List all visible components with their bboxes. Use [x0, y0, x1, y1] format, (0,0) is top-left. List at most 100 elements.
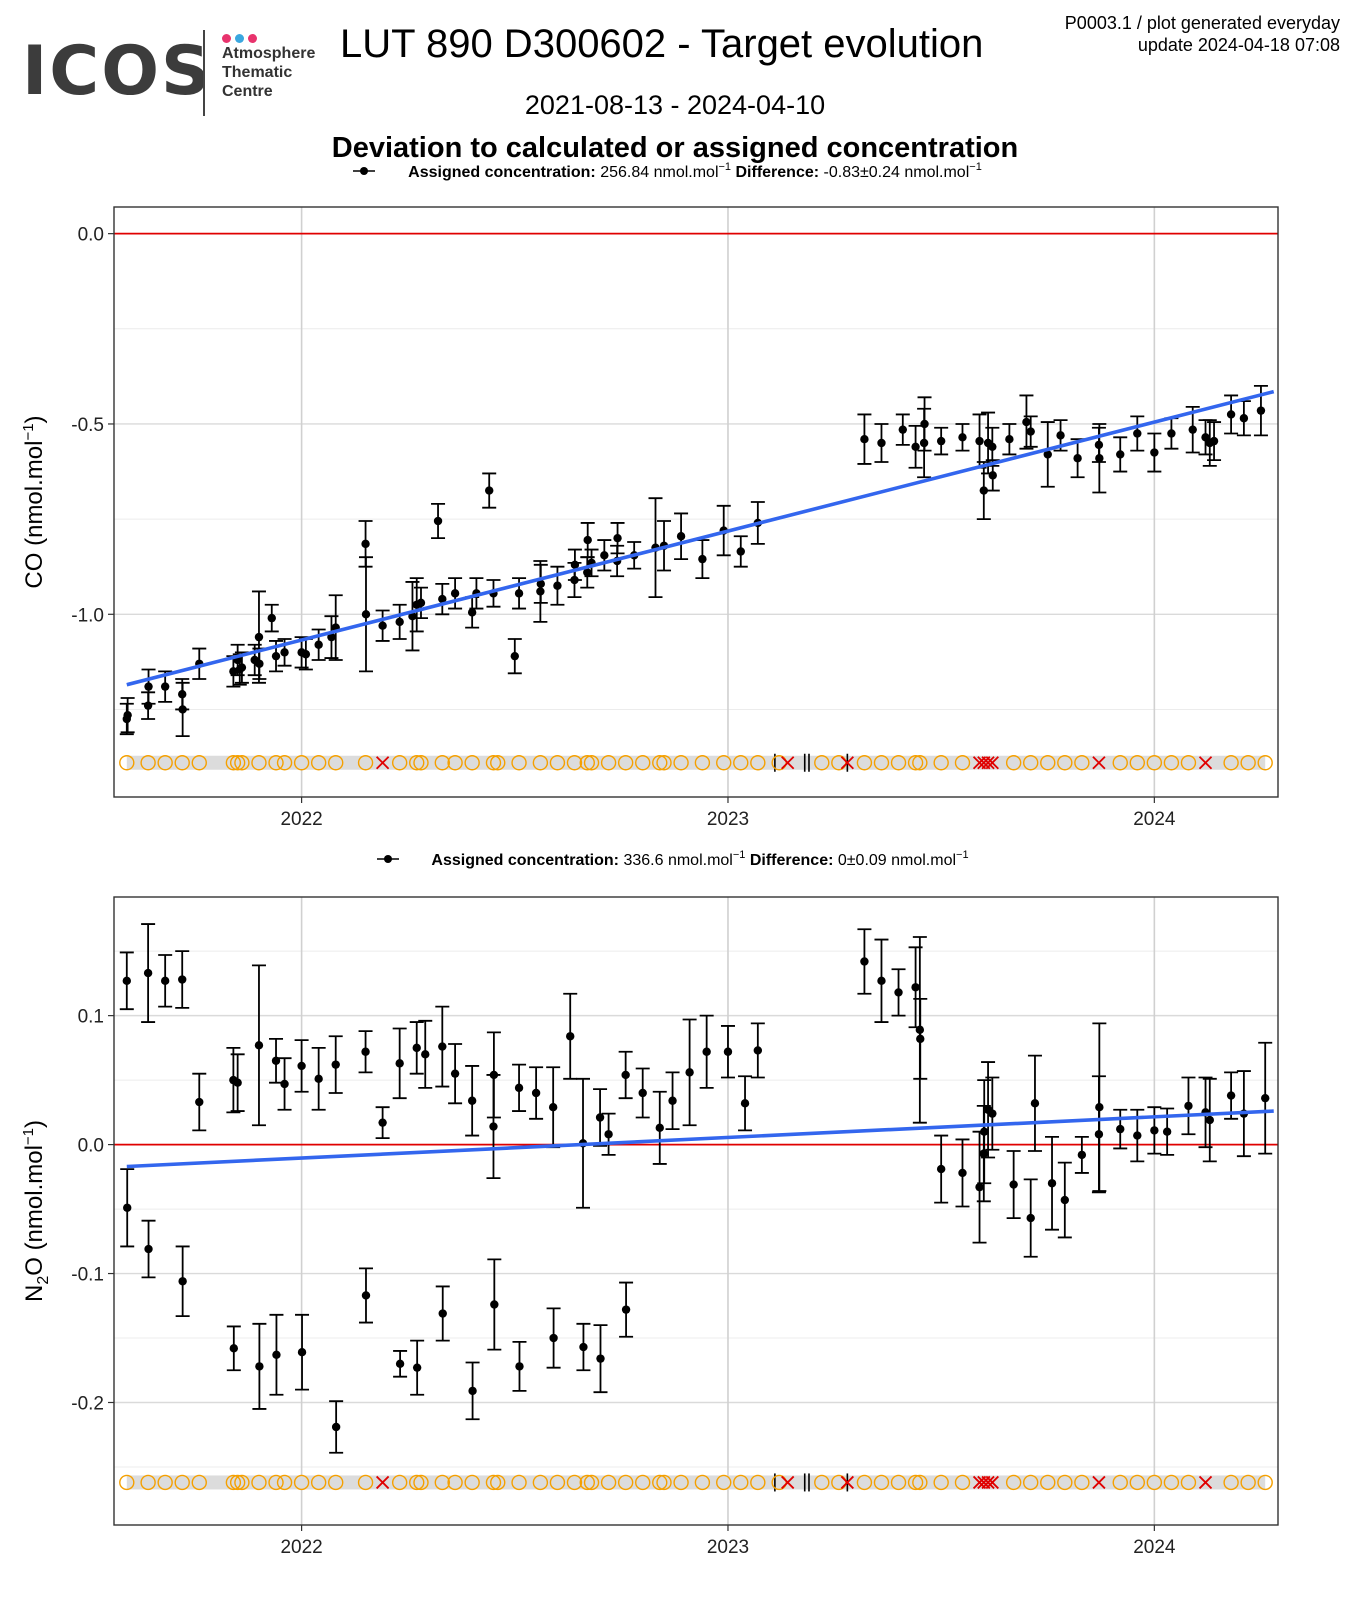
data-point [438, 594, 447, 604]
data-point [510, 651, 519, 661]
legend: Assigned concentration: 336.6 nmol.mol−1… [431, 849, 968, 869]
data-point [736, 547, 745, 556]
data-point [433, 516, 443, 526]
data-point [583, 535, 592, 545]
flag-ok [447, 755, 463, 771]
flag-ok [511, 1474, 527, 1491]
flag-bad [981, 1475, 995, 1490]
flag-ok [652, 1474, 668, 1491]
data-point [122, 976, 131, 986]
data-point [438, 1309, 447, 1318]
flag-ok [814, 755, 830, 771]
flag-ok [434, 1474, 451, 1491]
flag-ok [716, 1474, 732, 1491]
flag-ok [1074, 1474, 1090, 1491]
data-point [237, 663, 247, 672]
data-point [267, 613, 276, 623]
flag-ok [225, 755, 242, 771]
data-point [514, 1083, 524, 1093]
data-point [450, 1069, 460, 1078]
flag-ok [511, 755, 527, 771]
data-point [1162, 1127, 1172, 1136]
flag-bad [375, 756, 390, 770]
flag-ok [293, 1474, 310, 1491]
data-point [723, 1047, 733, 1056]
flag-bad [781, 756, 795, 770]
data-point [583, 568, 592, 577]
data-point [271, 651, 281, 661]
flag-ok [532, 1474, 549, 1491]
flag-ok [225, 1474, 242, 1491]
flag-ok [434, 755, 451, 771]
data-point [331, 1060, 340, 1069]
data-point [860, 434, 869, 444]
data-point [1256, 406, 1266, 415]
data-point [314, 1074, 323, 1084]
data-point [975, 1182, 984, 1192]
x-tick-label: 2024 [1133, 1537, 1176, 1558]
co-panel: -1.0 -0.5 0.0 2022 2023 2024 CO (nmol.mol−1) As… [20, 161, 1279, 830]
data-point [297, 1348, 307, 1357]
data-point [980, 1127, 989, 1136]
data-point [378, 1118, 387, 1127]
legend-key-dot [360, 167, 368, 175]
flag-ok [234, 755, 250, 771]
flag-bad [1198, 756, 1213, 770]
flag-ok [856, 1474, 873, 1491]
x-tick-label: 2022 [280, 809, 322, 830]
data-point [450, 589, 460, 598]
y-tick-label: -0.1 [71, 1265, 104, 1286]
flag-ok [1129, 1474, 1145, 1491]
data-point [621, 1305, 631, 1314]
data-point [911, 442, 920, 452]
data-point [178, 705, 187, 714]
generation-info: P0003.1 / plot generated everyday update… [1065, 12, 1340, 56]
meta-line: P0003.1 / plot generated everyday [1064, 13, 1340, 33]
data-point [1005, 434, 1014, 444]
data-point [1133, 429, 1142, 438]
flag-ok [600, 1474, 617, 1491]
x-tick-label: 2022 [280, 1537, 322, 1558]
data-point [988, 471, 997, 480]
data-point [412, 1043, 421, 1053]
flag-ok [174, 755, 190, 771]
flag-ok [750, 755, 766, 771]
plot-frame [113, 206, 1279, 798]
data-point [395, 1359, 405, 1369]
flag-ok [1129, 755, 1145, 771]
chart-subtitle: Deviation to calculated or assigned conc… [331, 132, 1019, 164]
data-point [877, 976, 886, 986]
flag-ok [485, 755, 502, 771]
data-point [467, 608, 477, 617]
date-range: 2021-08-13 - 2024-04-10 [524, 90, 826, 120]
flag-ok [409, 755, 425, 771]
flag-ok [140, 1474, 156, 1491]
flag-ok [1005, 755, 1022, 771]
data-point [1188, 425, 1197, 434]
data-point [570, 560, 580, 570]
flag-ok [1223, 1474, 1239, 1491]
flag-ok [485, 1474, 502, 1491]
y-axis-label: CO (nmol.mol−1) [20, 415, 48, 588]
data-point [229, 667, 238, 676]
y-tick-label: -1.0 [71, 605, 104, 626]
icos-logo: ICOS Atmosphere Thematic Centre [10, 14, 320, 116]
data-point [178, 1277, 187, 1286]
flag-ok [873, 755, 890, 771]
data-point [1205, 1115, 1214, 1125]
data-point [536, 579, 545, 589]
flag-bad [985, 756, 999, 770]
data-point [178, 975, 187, 984]
data-point [485, 486, 494, 495]
y-tick-label: -0.5 [71, 415, 104, 436]
data-point [877, 438, 886, 448]
flag-ok [1163, 755, 1180, 771]
flag-ok [933, 755, 949, 771]
flag-ok [1223, 755, 1239, 771]
flag-ok [831, 755, 847, 771]
flag-ok [1005, 1474, 1022, 1491]
flag-ok [907, 1474, 924, 1491]
data-point [676, 532, 686, 541]
data-point [1043, 450, 1052, 459]
